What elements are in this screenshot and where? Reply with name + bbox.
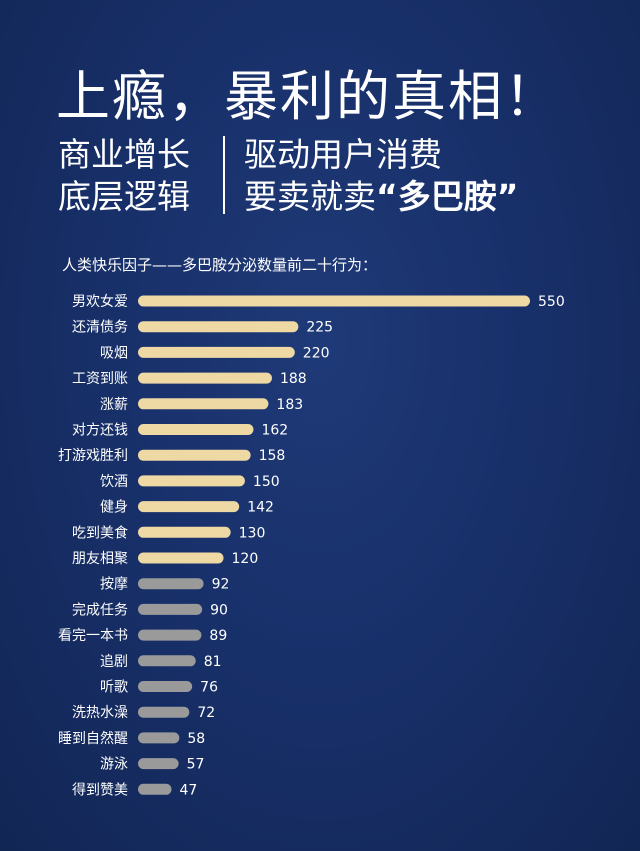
value-label: 225 — [306, 320, 333, 336]
category-label: 睡到自然醒 — [58, 730, 128, 747]
subtitle-right-line2-prefix: 要卖就卖 — [244, 177, 376, 216]
bar — [138, 526, 231, 538]
category-label: 饮酒 — [100, 474, 128, 490]
subtitle-right-line1: 驱动用户消费 — [244, 135, 442, 174]
category-label: 健身 — [100, 500, 128, 516]
category-label: 游泳 — [100, 757, 128, 773]
category-label: 完成任务 — [72, 602, 128, 618]
bar — [138, 578, 204, 590]
category-label: 对方还钱 — [72, 423, 128, 439]
category-label: 听歌 — [100, 680, 128, 696]
category-label: 吸烟 — [100, 345, 128, 361]
value-label: 188 — [280, 371, 307, 387]
bar — [138, 783, 172, 795]
value-label: 89 — [209, 628, 227, 644]
bar — [138, 758, 179, 770]
category-label: 男欢女爱 — [72, 293, 128, 310]
value-label: 57 — [187, 757, 205, 773]
category-label: 追剧 — [100, 654, 128, 670]
subtitle-right-line2: 要卖就卖“多巴胺” — [244, 176, 518, 218]
bar — [138, 681, 193, 692]
category-label: 看完一本书 — [58, 628, 128, 644]
subtitle-right-line2-quote: “多巴胺” — [376, 177, 519, 216]
value-label: 90 — [210, 602, 228, 618]
bar — [138, 449, 251, 461]
bar — [138, 655, 196, 667]
category-label: 工资到账 — [72, 371, 128, 387]
subtitle-left: 商业增长 底层逻辑 — [58, 134, 190, 218]
value-label: 220 — [303, 345, 330, 361]
category-label: 打游戏胜利 — [58, 447, 128, 464]
value-label: 58 — [187, 731, 205, 747]
value-label: 76 — [200, 680, 218, 696]
bar — [138, 706, 190, 718]
category-label: 还清债务 — [72, 320, 128, 336]
bar-chart: 男欢女爱 550 还清债务 225 吸烟 220 工资到账 188 涨薪 183 对方还钱 162 打游… — [58, 293, 565, 798]
chart-title: 人类快乐因子——多巴胺分泌数量前二十行为： — [62, 256, 378, 274]
value-label: 142 — [247, 500, 274, 516]
bar — [138, 398, 269, 410]
value-label: 162 — [261, 423, 288, 439]
bar — [138, 346, 295, 358]
category-label: 朋友相聚 — [72, 551, 128, 567]
category-label: 涨薪 — [100, 397, 128, 413]
headline: 上瘾，暴利的真相！ — [56, 65, 560, 128]
subtitle-left-line1: 商业增长 — [58, 135, 190, 174]
subtitle-left-line2: 底层逻辑 — [58, 177, 190, 216]
bar — [138, 424, 254, 435]
category-label: 洗热水澡 — [72, 705, 128, 721]
category-label: 吃到美食 — [72, 524, 128, 541]
value-label: 183 — [276, 397, 303, 413]
bar — [138, 552, 224, 564]
value-label: 81 — [204, 654, 222, 670]
bar — [138, 295, 530, 307]
subtitle-divider — [223, 136, 225, 214]
value-label: 158 — [259, 448, 286, 464]
bar — [138, 372, 272, 384]
subtitle-right: 驱动用户消费 要卖就卖“多巴胺” — [244, 134, 518, 218]
value-label: 92 — [212, 577, 230, 593]
bar — [138, 732, 180, 744]
value-label: 72 — [197, 705, 215, 721]
value-label: 550 — [538, 294, 565, 310]
bar — [138, 501, 240, 513]
bar — [138, 629, 202, 641]
category-label: 得到赞美 — [72, 781, 128, 798]
bar — [138, 603, 203, 615]
category-label: 按摩 — [100, 576, 128, 593]
value-label: 120 — [232, 551, 259, 567]
value-label: 47 — [179, 782, 197, 798]
bar — [138, 321, 299, 333]
value-label: 150 — [253, 474, 280, 490]
value-label: 130 — [239, 525, 266, 541]
bar — [138, 475, 245, 487]
